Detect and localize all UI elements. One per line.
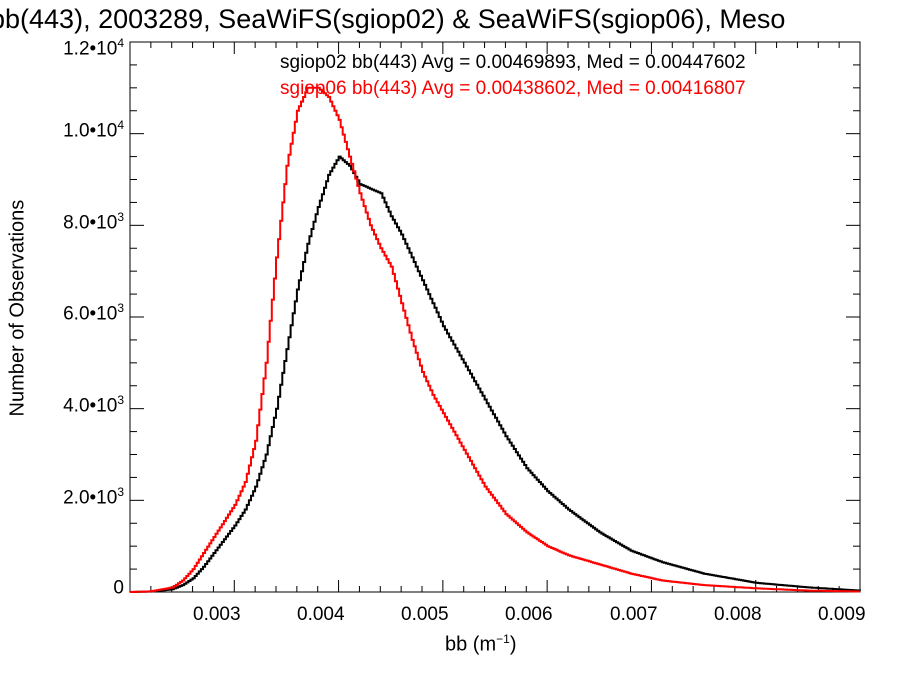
y-tick-label-8000: 8.0•103	[63, 210, 124, 234]
x-axis-label-exponent: −1	[496, 632, 510, 646]
y-tick-label-2000: 2.0•103	[63, 485, 124, 509]
x-tick-label-0.005: 0.005	[401, 604, 449, 625]
x-tick-label-0.008: 0.008	[714, 604, 762, 625]
y-tick-label-4000: 4.0•103	[63, 393, 124, 417]
y-axis-label: Number of Observations	[6, 199, 29, 417]
plot-frame	[129, 41, 861, 593]
chart-title: bb(443), 2003289, SeaWiFS(sgiop02) & Sea…	[0, 4, 786, 34]
tick-marks	[130, 41, 861, 593]
x-tick-label-0.004: 0.004	[297, 604, 345, 625]
series-layer	[130, 86, 861, 593]
y-tick-label-6000: 6.0•103	[63, 301, 124, 325]
x-tick-label-0.007: 0.007	[610, 604, 658, 625]
series-line-1	[130, 86, 860, 593]
y-tick-label-10000: 1.0•104	[63, 118, 124, 142]
x-axis-label-end: )	[509, 633, 517, 656]
legend-entry-sgiop06: sgiop06 bb(443) Avg = 0.00438602, Med = …	[280, 78, 746, 99]
series-line-0	[130, 155, 861, 593]
x-tick-label-0.003: 0.003	[193, 604, 241, 625]
y-tick-label-12000: 1.2•104	[63, 36, 124, 60]
y-tick-label-0: 0	[113, 577, 124, 599]
x-tick-label-0.009: 0.009	[818, 604, 866, 625]
x-axis-label: bb (m−1)	[445, 632, 516, 657]
x-tick-label-0.006: 0.006	[505, 604, 553, 625]
x-axis-label-main: bb (m	[445, 633, 497, 656]
legend-entry-sgiop02: sgiop02 bb(443) Avg = 0.00469893, Med = …	[280, 52, 746, 73]
